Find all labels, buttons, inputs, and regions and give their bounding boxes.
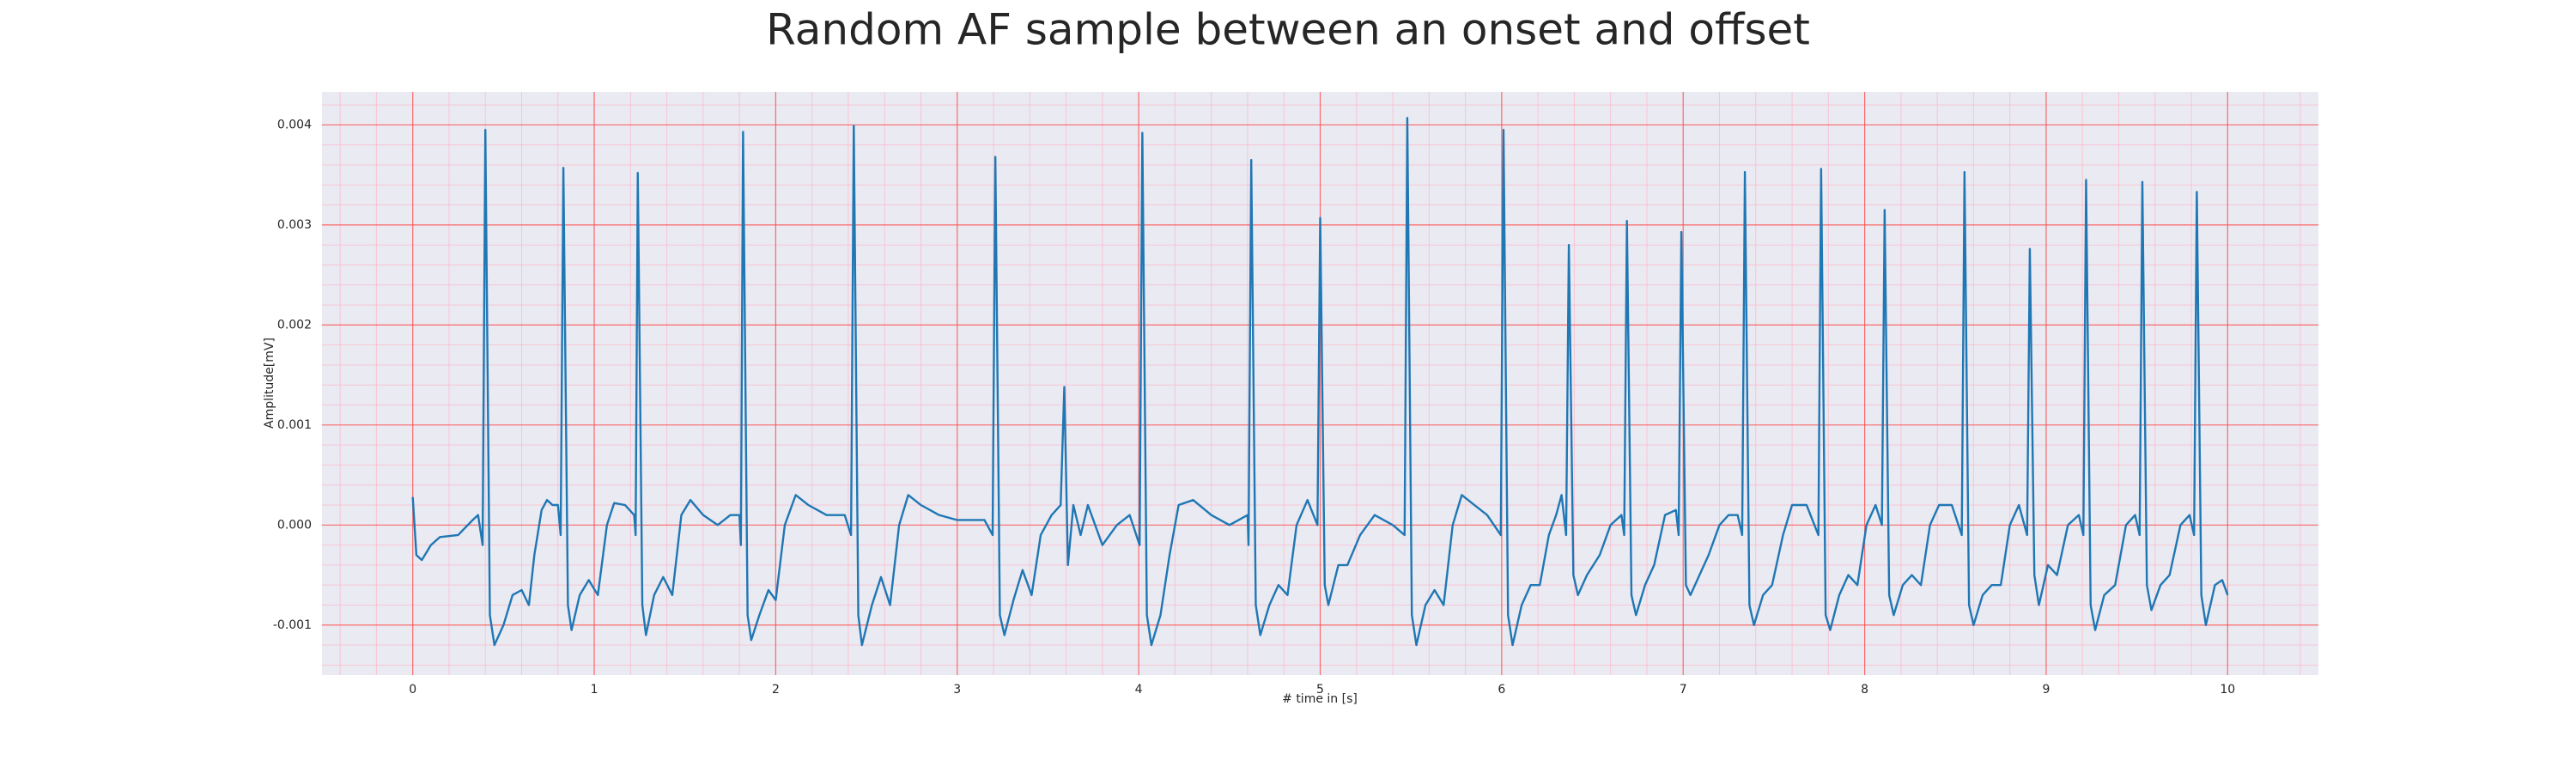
marks <box>411 117 2229 647</box>
x-tick-label: 7 <box>1680 683 1687 697</box>
x-tick-label: 8 <box>1861 683 1868 697</box>
x-tick-label: 6 <box>1498 683 1505 697</box>
y-tick-label: 0.004 <box>277 118 312 131</box>
x-tick-label: 0 <box>409 683 416 697</box>
signal-line <box>411 117 2229 647</box>
y-axis-label: Amplitude[mV] <box>263 338 276 429</box>
x-tick-label: 3 <box>953 683 961 697</box>
x-axis-label: # time in [s] <box>1282 692 1358 706</box>
chart-title: Random AF sample between an onset and of… <box>766 5 1810 55</box>
x-tick-label: 10 <box>2220 683 2235 697</box>
x-tick-label: 9 <box>2042 683 2050 697</box>
y-tick-label: 0.002 <box>277 318 312 332</box>
labels: 0 1 2 3 4 5 6 7 8 9 10 -0.001 0.000 0.001 0.002 0.003 0.… <box>273 118 2235 697</box>
grid <box>322 92 2318 675</box>
y-tick-label: 0.000 <box>277 518 312 532</box>
y-tick-label: -0.001 <box>273 618 312 632</box>
x-tick-label: 2 <box>772 683 780 697</box>
x-tick-label: 1 <box>591 683 598 697</box>
x-tick-label: 5 <box>1316 683 1324 697</box>
x-tick-label: 4 <box>1135 683 1143 697</box>
y-tick-label: 0.003 <box>277 218 312 232</box>
y-tick-label: 0.001 <box>277 418 312 432</box>
